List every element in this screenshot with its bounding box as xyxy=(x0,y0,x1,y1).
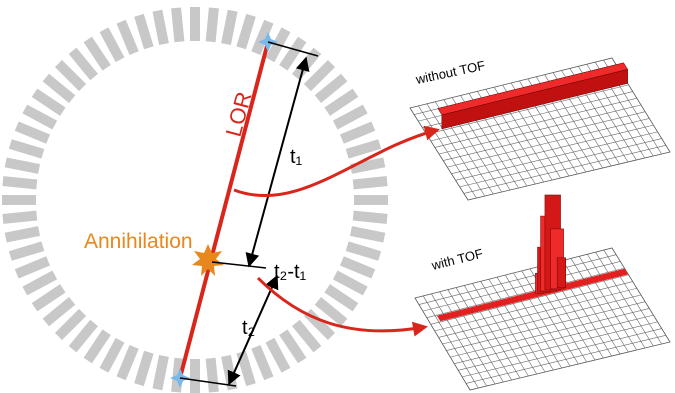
lor-label: LOR xyxy=(221,89,257,139)
detector-block xyxy=(206,7,219,42)
detector-ring xyxy=(2,7,388,393)
detector-block xyxy=(2,195,36,205)
detector-block xyxy=(5,157,40,173)
detector-block xyxy=(2,211,37,224)
detector-block xyxy=(171,7,184,42)
annihilation-label: Annihilation xyxy=(84,230,193,253)
pet-tof-diagram: LOR t₁ Annihilation t₂-t₁ t₂ without TOF… xyxy=(0,0,675,393)
t1-label: t₁ xyxy=(290,146,303,168)
detector-block xyxy=(2,176,37,189)
detector-block xyxy=(346,241,381,260)
detector-block xyxy=(350,226,385,242)
detector-block xyxy=(5,226,40,242)
detector-block xyxy=(134,14,153,49)
detector-block xyxy=(9,241,44,260)
detector-block xyxy=(134,351,153,386)
arrow-to-without-tof xyxy=(234,130,437,196)
detector-block xyxy=(236,14,255,49)
panel-title: without TOF xyxy=(414,58,487,88)
t2-label: t₂ xyxy=(242,317,255,339)
detector-block xyxy=(354,195,388,205)
detector-block xyxy=(353,176,388,189)
detector-block xyxy=(190,7,200,41)
t2-t1-label: t₂-t₁ xyxy=(274,261,307,283)
counts-peak-bar xyxy=(557,258,566,288)
detector-block xyxy=(353,211,388,224)
image-with-tof xyxy=(415,195,670,390)
panel-title: with TOF xyxy=(429,246,484,273)
detector-block xyxy=(152,10,168,45)
detector-block xyxy=(221,10,237,45)
detector-block xyxy=(9,139,44,158)
detector-block xyxy=(236,351,255,386)
detector-block xyxy=(206,358,219,393)
detector-block xyxy=(152,355,168,390)
detector-block xyxy=(190,359,200,393)
